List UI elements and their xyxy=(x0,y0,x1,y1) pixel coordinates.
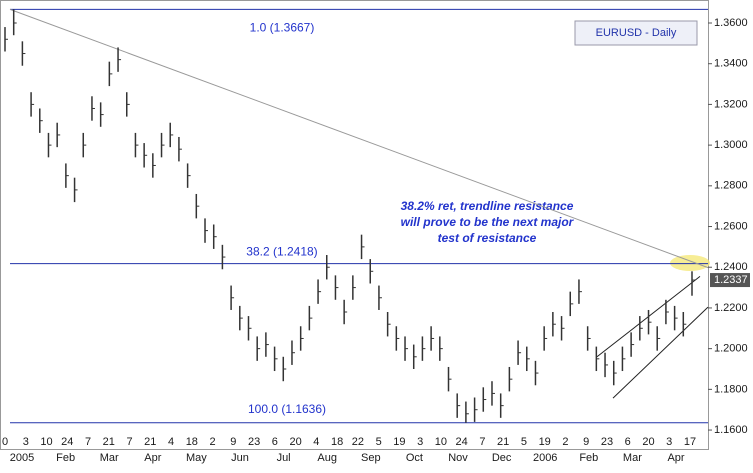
x-tick-label: 22 xyxy=(352,436,364,448)
x-tick-label: 21 xyxy=(497,436,509,448)
x-tick-label: 7 xyxy=(479,436,485,448)
plot-frame xyxy=(0,0,709,450)
x-tick-label: 3 xyxy=(417,436,423,448)
trendline xyxy=(9,8,709,269)
x-tick-label: 2 xyxy=(210,436,216,448)
x-month-label: Dec xyxy=(492,452,512,464)
x-month-label: May xyxy=(186,452,207,464)
x-tick-label: 9 xyxy=(230,436,236,448)
x-month-label: Feb xyxy=(579,452,598,464)
x-tick-label: 19 xyxy=(393,436,405,448)
y-tick-label: 1.1800 xyxy=(714,383,748,395)
x-month-label: Mar xyxy=(100,452,119,464)
x-tick-label: 24 xyxy=(456,436,468,448)
x-month-label: Apr xyxy=(667,452,684,464)
x-month-label: Mar xyxy=(623,452,642,464)
x-tick-label: 18 xyxy=(186,436,198,448)
highlight xyxy=(670,255,710,271)
x-month-label: Oct xyxy=(406,452,423,464)
x-tick-label: 17 xyxy=(684,436,696,448)
x-tick-label: 20 xyxy=(642,436,654,448)
y-tick-label: 1.2000 xyxy=(714,343,748,355)
y-tick-label: 1.2600 xyxy=(714,220,748,232)
channel-line xyxy=(612,306,709,399)
x-month-label: Sep xyxy=(361,452,381,464)
x-tick-label: 6 xyxy=(625,436,631,448)
x-tick-label: 9 xyxy=(583,436,589,448)
x-tick-label: 10 xyxy=(40,436,52,448)
y-tick-label: 1.2200 xyxy=(714,302,748,314)
x-month-label: Nov xyxy=(448,452,468,464)
y-tick-label: 1.3600 xyxy=(714,17,748,29)
x-month-label: 2005 xyxy=(10,452,34,464)
x-month-label: 2006 xyxy=(533,452,557,464)
x-tick-label: 3 xyxy=(23,436,29,448)
last-price-box xyxy=(710,273,750,288)
y-tick-label: 1.3000 xyxy=(714,139,748,151)
level-label: 38.2 (1.2418) xyxy=(246,245,317,259)
x-tick-label: 24 xyxy=(61,436,73,448)
x-month-label: Jul xyxy=(277,452,291,464)
x-month-label: Jun xyxy=(231,452,249,464)
level-label: 100.0 (1.1636) xyxy=(248,402,326,416)
x-tick-label: 18 xyxy=(331,436,343,448)
chart-title: EURUSD - Daily xyxy=(596,27,677,39)
y-tick-label: 1.3400 xyxy=(714,58,748,70)
x-month-label: Apr xyxy=(144,452,161,464)
title-box xyxy=(574,20,698,46)
x-tick-label: 10 xyxy=(435,436,447,448)
x-month-label: Feb xyxy=(56,452,75,464)
x-tick-label: 21 xyxy=(144,436,156,448)
level-label: 1.0 (1.3667) xyxy=(250,21,315,35)
x-tick-label: 23 xyxy=(248,436,260,448)
x-tick-label: 4 xyxy=(168,436,174,448)
x-tick-label: 19 xyxy=(539,436,551,448)
y-tick-label: 1.1600 xyxy=(714,424,748,436)
y-tick-label: 1.2800 xyxy=(714,180,748,192)
x-tick-label: 7 xyxy=(85,436,91,448)
y-tick-label: 1.2400 xyxy=(714,261,748,273)
last-price-label: 1.2337 xyxy=(714,274,748,286)
x-tick-label: 7 xyxy=(126,436,132,448)
annotation: 38.2% ret, trendline resistance xyxy=(401,199,574,213)
annotation: test of resistance xyxy=(438,231,537,245)
x-tick-label: 6 xyxy=(272,436,278,448)
x-tick-label: 4 xyxy=(313,436,319,448)
x-tick-label: 23 xyxy=(601,436,613,448)
y-tick-label: 1.3200 xyxy=(714,98,748,110)
x-tick-label: 5 xyxy=(376,436,382,448)
x-tick-label: 20 xyxy=(289,436,301,448)
x-tick-label: 2 xyxy=(562,436,568,448)
x-tick-label: 0 xyxy=(2,436,8,448)
x-tick-label: 3 xyxy=(666,436,672,448)
x-tick-label: 5 xyxy=(521,436,527,448)
x-tick-label: 21 xyxy=(103,436,115,448)
x-month-label: Aug xyxy=(317,452,337,464)
annotation: will prove to be the next major xyxy=(401,215,575,229)
